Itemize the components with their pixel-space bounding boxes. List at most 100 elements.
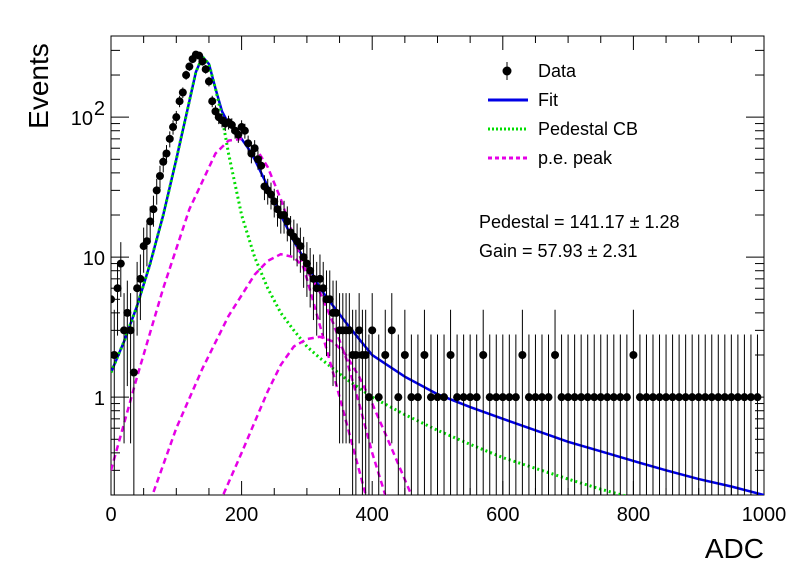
data-point (675, 393, 684, 402)
data-point (250, 144, 259, 153)
data-point (309, 274, 318, 283)
data-point (312, 284, 321, 293)
data-point (688, 393, 697, 402)
data-point (133, 284, 142, 293)
data-point (280, 211, 289, 220)
data-point (681, 393, 690, 402)
y-axis-title: Events (23, 43, 54, 129)
data-point (185, 62, 194, 71)
data-point (306, 266, 315, 275)
data-point (116, 259, 125, 268)
legend-label-data: Data (538, 61, 577, 81)
legend: Data Fit Pedestal CB p.e. peak (488, 61, 638, 168)
x-tick-label: 600 (486, 504, 519, 526)
data-point (524, 393, 533, 402)
data-point (302, 259, 311, 268)
data-point (123, 308, 132, 317)
y-tick-label: 10 (83, 248, 105, 270)
data-point (746, 393, 755, 402)
data-point (498, 393, 507, 402)
data-point (175, 97, 184, 106)
data-point (266, 190, 275, 199)
data-point (355, 326, 364, 335)
data-point (485, 393, 494, 402)
data-point (727, 393, 736, 402)
data-point (165, 134, 174, 143)
data-point (364, 393, 373, 402)
data-point (655, 393, 664, 402)
x-tick-label: 0 (105, 504, 116, 526)
series-line-p-e-peak-2 (151, 252, 387, 495)
data-point (142, 237, 151, 246)
data-point (155, 171, 164, 180)
series-line-pedestal-cb (111, 54, 628, 495)
data-point (407, 393, 416, 402)
data-point (361, 351, 370, 360)
data-point (544, 393, 553, 402)
data-point (129, 368, 138, 377)
data-point (570, 393, 579, 402)
data-point (172, 113, 181, 122)
data-point (492, 393, 501, 402)
x-tick-label: 800 (617, 504, 650, 526)
x-axis-title: ADC (705, 533, 764, 564)
x-tick-label: 200 (225, 504, 258, 526)
data-point (244, 139, 253, 148)
fit-result-annotation: Pedestal = 141.17 ± 1.28 (479, 212, 680, 232)
data-point (446, 351, 455, 360)
data-point (208, 97, 217, 106)
data-point (505, 393, 514, 402)
data-point (136, 274, 145, 283)
data-point (270, 197, 279, 206)
data-point (374, 393, 383, 402)
data-point (111, 295, 115, 304)
data-point (299, 253, 308, 262)
data-point (146, 217, 155, 226)
x-tick-label: 1000 (742, 504, 787, 526)
data-point (351, 351, 360, 360)
data-point (635, 393, 644, 402)
data-point (368, 326, 377, 335)
data-point (453, 393, 462, 402)
data-point (511, 393, 520, 402)
data-point (668, 393, 677, 402)
data-point (394, 393, 403, 402)
y-tick-exponent: 2 (94, 98, 105, 120)
legend-label-fit: Fit (538, 90, 558, 110)
data-point (531, 393, 540, 402)
data-point (753, 393, 762, 402)
data-point (629, 351, 638, 360)
data-point (642, 393, 651, 402)
data-point (740, 393, 749, 402)
data-point (707, 393, 716, 402)
legend-marker (502, 66, 512, 76)
data-point (159, 157, 168, 166)
x-tick-label: 400 (356, 504, 389, 526)
data-point (283, 217, 292, 226)
data-point (583, 393, 592, 402)
data-point (162, 149, 171, 158)
data-point (198, 57, 207, 66)
data-point (616, 393, 625, 402)
data-point (479, 351, 488, 360)
data-point (564, 393, 573, 402)
data-point (169, 123, 178, 132)
data-point (111, 351, 119, 360)
data-point (204, 77, 213, 86)
data-point (459, 393, 468, 402)
data-point (622, 393, 631, 402)
data-point (253, 155, 262, 164)
data-point (440, 393, 449, 402)
data-point (152, 186, 161, 195)
data-point (603, 393, 612, 402)
data-point (182, 71, 191, 80)
data-points (111, 50, 762, 495)
y-tick-label: 10 (71, 108, 93, 130)
data-point (596, 393, 605, 402)
data-point (120, 326, 129, 335)
data-point (557, 393, 566, 402)
data-point (345, 326, 354, 335)
fit-result-annotation: Gain = 57.93 ± 2.31 (479, 241, 638, 261)
data-point (701, 393, 710, 402)
